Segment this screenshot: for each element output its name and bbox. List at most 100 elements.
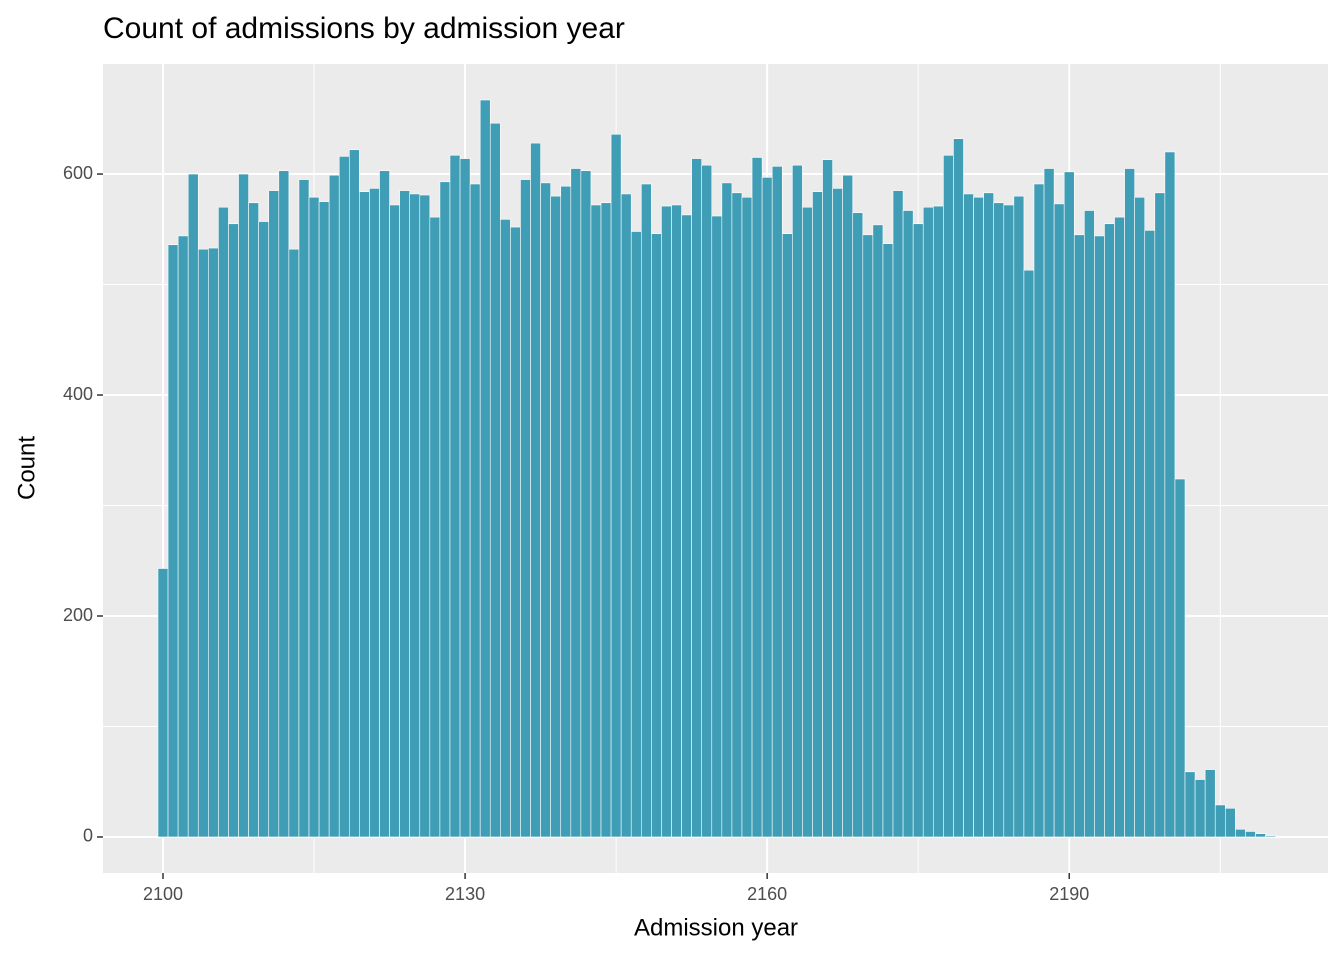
bar [761, 177, 773, 838]
bar [1154, 192, 1166, 838]
bar [1033, 183, 1045, 838]
bar [218, 206, 229, 838]
bar [1073, 234, 1085, 838]
bar [550, 195, 562, 838]
bar [429, 216, 441, 838]
bar [459, 158, 471, 838]
bar [590, 204, 602, 838]
bar [771, 166, 783, 838]
bar [540, 182, 551, 838]
bar [187, 173, 199, 838]
bar [1194, 779, 1206, 838]
bar [1235, 828, 1246, 838]
bar [359, 191, 370, 838]
bar [751, 157, 763, 838]
bar [1214, 804, 1226, 838]
bar [922, 206, 934, 838]
bar [258, 221, 270, 838]
bar [580, 170, 592, 838]
bar [298, 179, 310, 838]
bar [1184, 771, 1196, 838]
bar [348, 149, 360, 838]
bar [721, 182, 733, 838]
bar [802, 206, 813, 838]
bar [1265, 835, 1276, 838]
bar [892, 190, 904, 838]
bar [1114, 216, 1125, 838]
bar [671, 204, 682, 838]
bar [479, 99, 491, 838]
x-tick-label: 2130 [445, 884, 485, 904]
y-axis-label: Count [13, 436, 40, 500]
bar [862, 234, 874, 838]
bar [1094, 235, 1105, 838]
bar [288, 248, 300, 838]
bar [399, 190, 411, 838]
bar [741, 196, 753, 838]
bar [510, 226, 521, 838]
bar [369, 188, 380, 838]
bar [842, 174, 854, 838]
bar [469, 183, 481, 838]
bar [691, 158, 703, 838]
bar [419, 194, 431, 838]
bar [238, 173, 249, 838]
bar [389, 204, 400, 838]
bar [832, 188, 843, 838]
bar [1204, 769, 1216, 838]
bar [973, 196, 984, 838]
bar [489, 122, 501, 838]
bar [852, 212, 864, 838]
bar [681, 214, 692, 838]
bar [1174, 478, 1186, 838]
y-tick-label: 200 [63, 605, 93, 625]
bar [610, 133, 622, 838]
chart-title: Count of admissions by admission year [103, 12, 625, 45]
bar [328, 174, 340, 838]
bar [570, 168, 582, 838]
bar [661, 205, 672, 838]
bar [409, 193, 421, 838]
bar [711, 215, 723, 838]
bar [882, 243, 894, 838]
bar [731, 192, 743, 838]
bar [1043, 168, 1055, 838]
bar [439, 181, 451, 838]
bar [208, 247, 219, 838]
x-axis-label: Admission year [634, 914, 798, 941]
bar [379, 170, 390, 838]
bar [228, 223, 239, 838]
bar [1084, 210, 1095, 838]
bar [701, 164, 713, 838]
bar [248, 202, 259, 838]
bar [1124, 168, 1135, 838]
bar [812, 191, 823, 838]
bar [308, 196, 320, 838]
bar [449, 154, 461, 838]
bar [640, 183, 652, 838]
bar [530, 142, 541, 838]
bar [1013, 195, 1025, 838]
bar [278, 170, 290, 838]
bar [1023, 269, 1035, 838]
bar [1063, 171, 1075, 838]
y-tick-label: 400 [63, 384, 93, 404]
bar [600, 202, 612, 838]
bar [197, 248, 209, 838]
bar [822, 159, 833, 838]
bar [630, 231, 642, 838]
bar [902, 210, 914, 838]
bar [177, 235, 189, 838]
bar [520, 179, 531, 838]
x-tick-label: 2160 [747, 884, 787, 904]
bar [268, 190, 280, 838]
bar [872, 224, 884, 838]
bar [983, 192, 995, 838]
bar [318, 201, 330, 838]
bar [1255, 833, 1266, 838]
bar [651, 233, 662, 838]
bar [157, 568, 169, 838]
bar [912, 223, 924, 838]
bar [500, 219, 511, 838]
